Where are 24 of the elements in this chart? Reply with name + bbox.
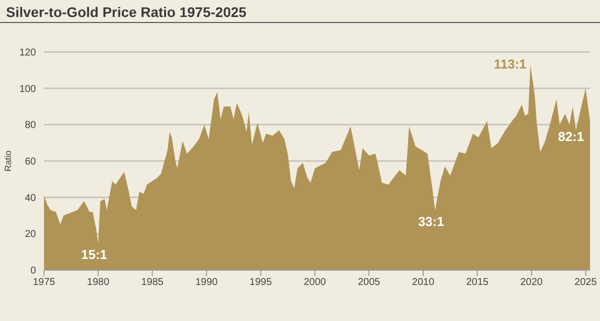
annotation: 33:1 [418, 214, 444, 230]
annotation: 82:1 [558, 129, 584, 144]
x-tick-label: 2025 [574, 277, 598, 288]
y-tick-label: 0 [30, 266, 36, 277]
x-tick-label: 2000 [304, 277, 326, 288]
y-tick-label: 80 [24, 120, 36, 132]
annotation: 15:1 [81, 246, 108, 262]
annotation: 113:1 [494, 56, 526, 72]
chart-title: Silver-to-Gold Price Ratio 1975-2025 [6, 4, 246, 20]
x-tick-label: 2005 [358, 277, 381, 288]
x-tick-label: 1985 [141, 277, 164, 288]
y-tick-label: 20 [24, 229, 36, 240]
x-tick-label: 1995 [250, 277, 272, 288]
y-tick-label: 120 [19, 48, 36, 59]
x-tick-label: 1975 [32, 277, 56, 288]
x-tick-label: 2015 [466, 277, 489, 288]
y-axis-title: Ratio [3, 150, 14, 172]
y-tick-label: 60 [24, 156, 36, 168]
x-tick-label: 1990 [195, 277, 218, 288]
x-tick-label: 2010 [412, 277, 435, 288]
x-tick-label: 2020 [520, 277, 544, 288]
y-tick-label: 40 [24, 192, 36, 204]
x-tick-label: 1980 [87, 277, 110, 288]
y-tick-label: 100 [19, 84, 36, 95]
